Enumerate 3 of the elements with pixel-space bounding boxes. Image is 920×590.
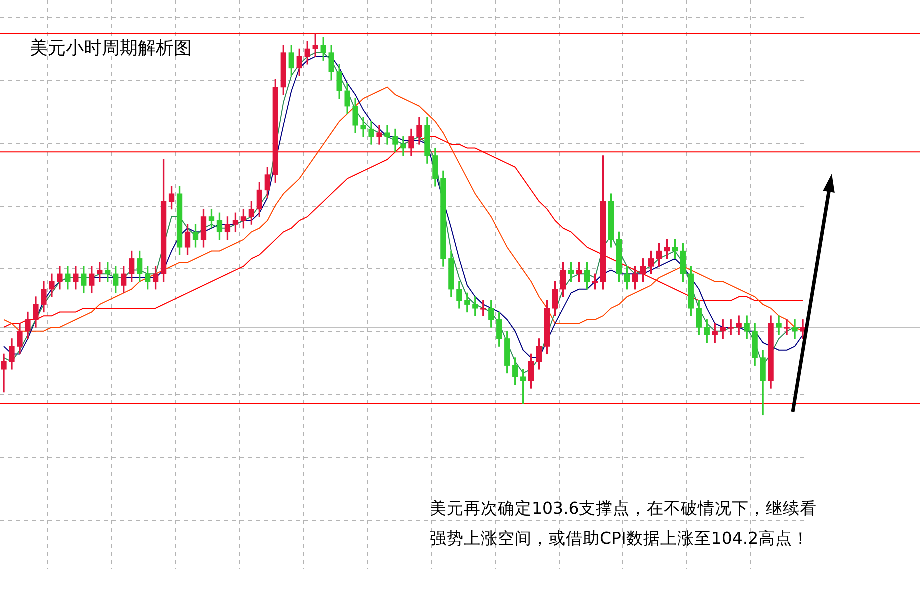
text: 强势上涨空间，或借助CPI数据上涨至104.2高点！ — [430, 528, 811, 550]
chart-title: 美元小时周期解析图 — [30, 37, 192, 60]
text: 美元再次确定103.6支撑点，在不破情况下，继续看 — [430, 498, 818, 520]
